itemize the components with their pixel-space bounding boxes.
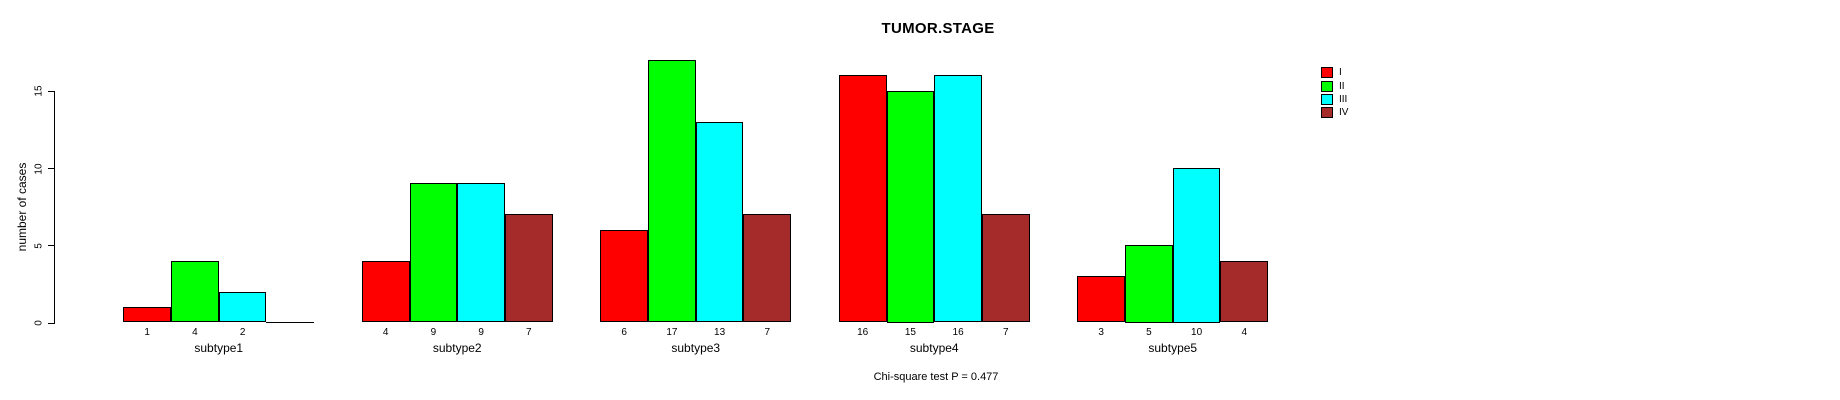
y-axis-label: number of cases [15, 162, 29, 252]
legend-label: I [1339, 67, 1342, 79]
legend-item-III: III [1321, 93, 1348, 106]
bar-subtype2-stage-III [457, 183, 505, 323]
group-label-subtype4: subtype4 [909, 341, 959, 355]
group-label-subtype3: subtype3 [671, 341, 721, 355]
bar-subtype1-stage-II [171, 260, 219, 323]
bar-subtype4-stage-III [934, 75, 982, 323]
bar-value-label: 16 [857, 326, 869, 338]
bar-subtype4-stage-IV [981, 214, 1030, 323]
bar-value-label: 5 [1146, 326, 1152, 338]
y-tick-label: 0 [33, 320, 45, 326]
legend-label: II [1339, 80, 1345, 92]
y-tick-label: 10 [33, 162, 45, 175]
bar-value-label: 7 [526, 326, 532, 338]
bar-subtype5-stage-I [1077, 276, 1126, 323]
y-tick-label: 15 [33, 85, 45, 97]
legend-swatch-III [1321, 93, 1333, 105]
legend-item-II: II [1321, 79, 1348, 92]
y-axis-line [54, 90, 55, 324]
bar-subtype5-stage-IV [1220, 260, 1269, 323]
bar-value-label: 15 [904, 326, 916, 338]
bar-subtype5-stage-II [1125, 245, 1173, 323]
y-tick [48, 168, 54, 169]
bar-subtype4-stage-II [886, 90, 935, 323]
bar-value-label: 13 [714, 326, 726, 338]
group-label-subtype5: subtype5 [1148, 341, 1198, 355]
bar-value-label: 9 [478, 326, 484, 338]
legend-label: IV [1339, 107, 1349, 119]
bar-value-label: 7 [1003, 326, 1009, 338]
bar-value-label: 2 [239, 326, 246, 338]
bar-value-label: 17 [666, 326, 678, 338]
bar-value-label: 9 [430, 326, 437, 338]
bar-subtype2-stage-I [361, 260, 410, 323]
bar-subtype3-stage-III [695, 121, 744, 323]
y-tick [48, 322, 54, 324]
legend-label: III [1339, 93, 1348, 105]
bar-value-label: 4 [382, 326, 389, 338]
legend: I II III IV [1321, 66, 1348, 120]
bar-subtype1-stage-IV [266, 321, 315, 323]
chi-square-annotation: Chi-square test P = 0.477 [873, 371, 999, 383]
legend-swatch-IV [1321, 107, 1333, 119]
bar-subtype4-stage-I [838, 75, 887, 323]
bar-value-label: 3 [1098, 326, 1104, 338]
bar-value-label: 4 [1241, 326, 1248, 338]
bar-value-label: 16 [952, 326, 964, 338]
bar-subtype3-stage-I [600, 229, 649, 323]
bar-value-label: 1 [144, 326, 150, 338]
y-tick [48, 245, 54, 247]
bar-subtype2-stage-II [409, 183, 458, 323]
bar-value-label: 4 [192, 326, 198, 338]
legend-item-IV: IV [1321, 106, 1348, 119]
bar-subtype3-stage-II [648, 59, 696, 323]
y-tick [48, 90, 54, 92]
bar-subtype1-stage-III [218, 291, 267, 323]
bar-subtype5-stage-III [1172, 168, 1221, 323]
legend-item-I: I [1321, 66, 1348, 79]
group-label-subtype1: subtype1 [194, 341, 244, 355]
chart-title: TUMOR.STAGE [881, 20, 995, 37]
y-tick-label: 5 [33, 242, 45, 249]
bar-subtype2-stage-IV [504, 214, 553, 323]
bar-value-label: 6 [621, 326, 627, 338]
bar-subtype3-stage-IV [743, 214, 792, 323]
bar-subtype1-stage-I [123, 307, 172, 323]
bar-value-label: 7 [764, 326, 771, 338]
group-label-subtype2: subtype2 [432, 341, 482, 355]
legend-swatch-I [1321, 67, 1333, 79]
bar-value-label: 10 [1191, 326, 1203, 338]
legend-swatch-II [1321, 80, 1333, 92]
